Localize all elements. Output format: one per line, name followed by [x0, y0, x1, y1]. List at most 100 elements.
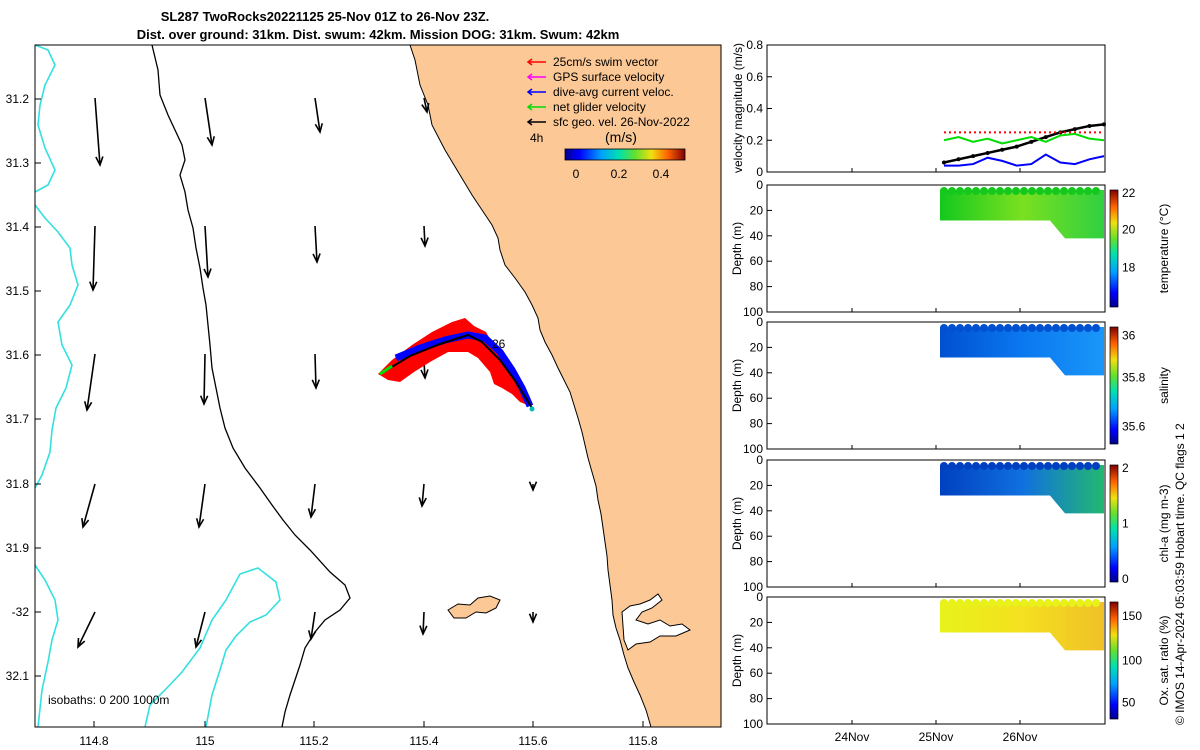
- section-dive-marker: [1036, 462, 1044, 470]
- time-axis: 24Nov 25Nov 26Nov: [835, 730, 1038, 744]
- velocity-point: [956, 157, 961, 162]
- depth-tick-label: 20: [750, 478, 764, 492]
- section-dive-marker: [972, 324, 980, 332]
- colorbar-tick-label: 36: [1122, 329, 1136, 343]
- section-dive-marker: [988, 599, 996, 607]
- section-dive-marker: [1076, 324, 1084, 332]
- current-arrow-shaft: [204, 225, 209, 278]
- section-dive-marker: [1004, 462, 1012, 470]
- map-estuary: [621, 593, 691, 651]
- section-dive-marker: [1004, 599, 1012, 607]
- section-dive-marker: [1060, 324, 1068, 332]
- section-dive-marker: [1076, 462, 1084, 470]
- section-dive-marker: [964, 324, 972, 332]
- section-dive-marker: [996, 462, 1004, 470]
- depth-tick-label: 100: [743, 580, 763, 594]
- section-dive-marker: [940, 324, 948, 332]
- section-dive-marker: [1084, 187, 1092, 195]
- legend-label: dive-avg current veloc.: [553, 85, 674, 99]
- velocity-tick-label: 0.4: [746, 102, 763, 116]
- depth-tick-label: 60: [750, 254, 764, 268]
- current-arrow-shaft: [92, 225, 96, 291]
- depth-tick-label: 80: [750, 692, 764, 706]
- lon-tick-label: 115: [195, 734, 214, 748]
- current-arrow-head: [312, 253, 321, 265]
- section-dive-marker: [996, 324, 1004, 332]
- section-dive-marker: [1084, 324, 1092, 332]
- legend-label: net glider velocity: [553, 100, 646, 114]
- section-dive-marker: [1012, 324, 1020, 332]
- current-arrow-shaft: [204, 97, 213, 146]
- current-arrow-head: [314, 123, 324, 135]
- colorbar-unit: (m/s): [605, 129, 637, 145]
- section-dive-marker: [1052, 462, 1060, 470]
- section-dive-marker: [1060, 462, 1068, 470]
- section-dive-marker: [1020, 599, 1028, 607]
- section-dive-marker: [940, 462, 948, 470]
- section-dive-marker: [1068, 599, 1076, 607]
- section-colorbar: [1109, 601, 1119, 720]
- lat-tick-label: 31.4: [6, 220, 30, 234]
- current-arrow-shaft: [314, 353, 317, 389]
- depth-tick-label: 100: [743, 305, 763, 319]
- section-dive-marker: [1084, 462, 1092, 470]
- depth-tick-label: 0: [756, 178, 763, 192]
- depth-tick-label: 0: [756, 590, 763, 604]
- section-dive-marker: [956, 324, 964, 332]
- section-dive-marker: [1028, 599, 1036, 607]
- current-arrow-head: [89, 281, 98, 293]
- section-dive-marker: [956, 462, 964, 470]
- current-arrow-head: [95, 156, 104, 168]
- velocity-point: [1014, 144, 1019, 149]
- isobath-200m: [151, 44, 351, 728]
- colorbar-tick-label: 50: [1122, 696, 1136, 710]
- net-glider-track: [384, 333, 533, 409]
- depth-tick-label: 0: [756, 315, 763, 329]
- velocity-point: [942, 160, 946, 165]
- depth-axis-label: Depth (m): [730, 497, 744, 550]
- section-panel-chla: 0 20 40 60 80 100 Depth (m) 0 1 2 chl-a (mg m-3): [730, 453, 1171, 594]
- depth-tick-label: 100: [743, 442, 763, 456]
- legend-arrowhead: [526, 118, 533, 126]
- lat-tick-label: 31.8: [6, 477, 30, 491]
- current-arrows: [77, 97, 538, 649]
- section-dive-marker: [1020, 324, 1028, 332]
- velocity-point: [1102, 122, 1106, 127]
- section-dive-marker: [1012, 462, 1020, 470]
- legend-label: sfc geo. vel. 26-Nov-2022: [553, 115, 690, 129]
- section-dive-marker: [940, 187, 948, 195]
- section-dive-marker: [964, 462, 972, 470]
- section-dive-marker: [996, 187, 1004, 195]
- current-arrow-head: [307, 508, 317, 520]
- velocity-tick-label: 0.2: [746, 133, 763, 147]
- colorbar-tick-label: 20: [1122, 223, 1136, 237]
- section-dive-marker: [1068, 462, 1076, 470]
- net-glider-start: [379, 364, 393, 376]
- current-arrow-head: [81, 517, 90, 529]
- section-dive-marker: [1028, 187, 1036, 195]
- velocity-series-line: [943, 123, 1105, 164]
- section-panel-oxygen: 0 20 40 60 80 100 Depth (m) 50 100 150 Ox. sat. ra…: [730, 590, 1171, 731]
- section-dive-marker: [980, 599, 988, 607]
- section-data-fill: [940, 602, 1104, 651]
- lon-tick-label: 115.8: [628, 734, 657, 748]
- section-dive-marker: [1020, 462, 1028, 470]
- legend-arrowhead: [526, 73, 533, 81]
- section-dive-marker: [980, 324, 988, 332]
- current-arrow-shaft: [421, 483, 425, 507]
- section-dive-marker: [1036, 599, 1044, 607]
- lat-tick-label: 31.7: [6, 412, 30, 426]
- lat-tick-label: 31.5: [6, 284, 30, 298]
- colorbar-tick-label: 100: [1122, 654, 1142, 668]
- section-dive-marker: [996, 599, 1004, 607]
- section-dive-marker: [1036, 187, 1044, 195]
- lat-tick-label: 31.6: [6, 348, 30, 362]
- section-dive-marker: [1076, 599, 1084, 607]
- lat-tick-label: 32.1: [6, 669, 30, 683]
- colorbar-tick-label: 22: [1122, 186, 1136, 200]
- section-dive-marker: [948, 187, 956, 195]
- time-tick: 24Nov: [835, 730, 870, 744]
- section-dive-marker: [988, 187, 996, 195]
